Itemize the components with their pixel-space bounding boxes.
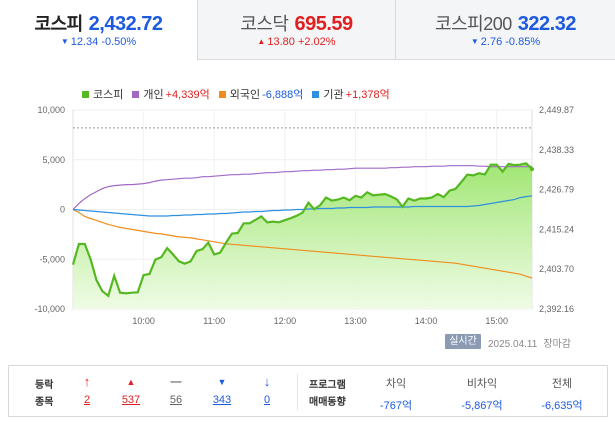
chart-legend: 코스피 개인 +4,339억 외국인 -6,888억 기관 +1,378억 [82,86,390,102]
legend-swatch [218,90,226,98]
foreign-line [72,208,533,279]
realtime-badge: 실시간 [445,334,481,349]
index-change: 2.76 [480,36,503,48]
right-tick-label: 2,449.87 [539,105,574,115]
program-value: -5,867억 [461,400,503,412]
index-value: 695.59 [294,13,354,35]
legend-swatch [82,90,89,98]
triangle-down-icon: ▼ [470,37,479,46]
tab-kospi[interactable]: 코스피 2,432.72 ▼ 12.34 -0.50% [0,0,197,60]
triangle-up-icon: ▲ [257,37,266,46]
left-tick-label: 0 [60,205,65,215]
program-header: 차익 [385,378,407,390]
left-tick-label: 5,000 [42,155,65,165]
program-value: -6,635억 [541,400,583,412]
triangle-down-icon: ▼ [60,37,69,46]
kospi-end-point [530,167,534,172]
index-value: 322.32 [517,13,577,35]
count-link[interactable]: 2 [83,394,91,406]
x-tick-label: 14:00 [415,316,438,326]
legend-value: -6,888억 [262,89,304,101]
divider [297,374,298,410]
legend-label: 코스피 [93,89,124,101]
program-label: 프로그램 [309,380,346,391]
dash-icon: — [170,376,182,388]
index-change: 13.80 [267,36,295,48]
count-flat: — 56 [161,374,191,406]
index-tabs: 코스피 2,432.72 ▼ 12.34 -0.50% 코스닥 695.59 ▲ 13.80 … [0,0,615,60]
kospi-line [71,162,533,298]
index-change: 12.34 [70,36,99,48]
legend-item[interactable]: 외국인 -6,888억 [218,86,304,102]
program-value: -767억 [379,400,413,412]
index-name: 코스닥 [240,14,289,34]
individual-line [72,165,533,210]
count-rise: ▲ 537 [116,374,146,406]
stocks-label: 종목 [35,397,54,408]
index-change-pct: -0.85% [505,36,541,48]
left-tick-label: 10,000 [37,105,65,115]
market-state: 장마감 [543,339,571,350]
index-name: 코스피200 [435,14,512,34]
legend-item[interactable]: 개인 +4,339억 [132,86,210,102]
x-tick-label: 12:00 [274,316,297,326]
count-link[interactable]: 343 [212,394,232,406]
program-col: 전체 -6,635억 [527,375,597,413]
kospi-investor-chart: 10,000 5,000 0 -5,000 -10,000 2,449.87 2,438.3… [34,105,574,326]
count-link[interactable]: 537 [121,394,141,406]
legend-swatch [312,90,320,98]
triangle-up-icon: ▲ [126,377,136,387]
tab-kosdaq[interactable]: 코스닥 695.59 ▲ 13.80 +2.02% [197,0,395,60]
legend-item[interactable]: 기관 +1,378억 [312,86,390,102]
count-fall: ▼ 343 [207,374,237,406]
index-name: 코스피 [34,14,83,34]
program-col: 비차익 -5,867억 [447,375,517,413]
market-date: 2025.04.11 장마감 [488,335,571,350]
right-tick-label: 2,403.70 [539,264,574,274]
legend-value: +4,339억 [165,89,210,101]
legend-label: 개인 [143,89,164,101]
legend-value: +1,378억 [345,89,390,101]
legend-label: 기관 [323,89,344,101]
index-change-pct: -0.50% [101,36,137,48]
right-tick-label: 2,415.24 [539,224,574,234]
x-tick-label: 10:00 [132,316,155,326]
program-header: 전체 [551,378,573,390]
x-tick-label: 11:00 [203,316,225,326]
legend-swatch [132,90,140,98]
right-tick-label: 2,392.16 [539,304,574,314]
market-summary-panel: 등락 종목 ↑ 2 ▲ 537—56 ▼ 343 ↓ 0 프로그램 매매동향 차익 -767억 비… [8,365,608,417]
institution-line [72,195,533,217]
program-col: 차익 -767억 [361,375,431,413]
x-tick-label: 15:00 [485,316,508,326]
legend-item[interactable]: 코스피 [82,86,123,102]
trading-trend-label: 매매동향 [309,397,346,408]
date-text: 2025.04.11 [488,339,538,350]
left-tick-label: -10,000 [34,304,65,314]
tab-kospi200[interactable]: 코스피200 322.32 ▼ 2.76 -0.85% [395,0,615,60]
advance-decline-label: 등락 [35,380,54,391]
index-value: 2,432.72 [88,13,163,35]
legend-label: 외국인 [229,89,261,101]
count-lower-limit: ↓ 0 [252,374,282,406]
right-tick-label: 2,426.79 [539,185,574,195]
arrow-down-icon: ↓ [263,374,271,389]
triangle-down-icon: ▼ [217,377,227,387]
index-change-pct: +2.02% [297,36,336,48]
arrow-up-icon: ↑ [83,374,91,389]
count-link[interactable]: 56 [169,394,183,406]
count-link[interactable]: 0 [263,394,271,406]
x-tick-label: 13:00 [344,316,367,326]
right-tick-label: 2,438.33 [539,145,574,155]
count-upper-limit: ↑ 2 [72,374,102,406]
left-tick-label: -5,000 [39,254,65,264]
program-header: 비차익 [466,378,498,390]
